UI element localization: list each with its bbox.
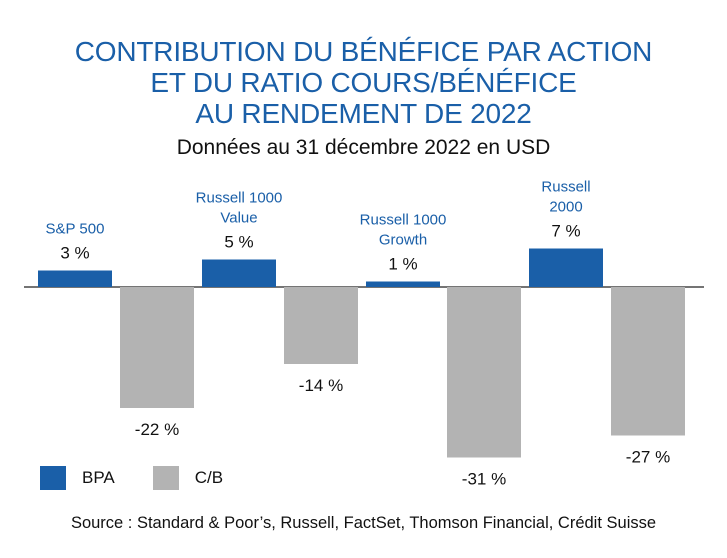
- source-note: Source : Standard & Poor’s, Russell, Fac…: [70, 514, 657, 532]
- data-label-bpa-3: 1 %: [388, 255, 417, 274]
- legend-swatch-bpa: [40, 466, 66, 490]
- category-label-3-line-1: Russell 1000: [360, 212, 447, 229]
- chart-title: CONTRIBUTION DU BÉNÉFICE PAR ACTION ET D…: [0, 36, 727, 129]
- category-label-4-line-1: Russell: [541, 179, 590, 196]
- bar-bpa-1: [38, 270, 112, 287]
- data-label-cb-2: -14 %: [299, 376, 343, 395]
- data-label-bpa-4: 7 %: [551, 222, 580, 241]
- bar-bpa-2: [202, 259, 276, 287]
- bar-bpa-3: [366, 281, 440, 287]
- legend-item-bpa: BPA: [40, 466, 115, 490]
- data-label-cb-1: -22 %: [135, 420, 179, 439]
- chart-subtitle: Données au 31 décembre 2022 en USD: [176, 136, 551, 159]
- legend: BPA C/B: [40, 466, 261, 490]
- bar-cb-3: [447, 287, 521, 458]
- legend-label-cb: C/B: [194, 468, 224, 487]
- title-line-2: ET DU RATIO COURS/BÉNÉFICE: [150, 67, 577, 98]
- data-label-bpa-2: 5 %: [224, 233, 253, 252]
- title-line-3: AU RENDEMENT DE 2022: [195, 98, 532, 129]
- category-label-1-line-1: S&P 500: [46, 221, 105, 238]
- legend-swatch-cb: [152, 466, 179, 490]
- category-label-4-line-2: 2000: [549, 199, 582, 216]
- bar-cb-1: [120, 287, 194, 408]
- title-line-1: CONTRIBUTION DU BÉNÉFICE PAR ACTION: [74, 36, 653, 67]
- legend-label-bpa: BPA: [82, 468, 115, 487]
- category-label-2-line-1: Russell 1000: [196, 190, 283, 207]
- bar-cb-4: [611, 287, 685, 436]
- data-label-cb-4: -27 %: [626, 448, 670, 467]
- legend-item-cb: C/B: [152, 466, 224, 490]
- category-label-2-line-2: Value: [220, 210, 257, 227]
- data-label-cb-3: -31 %: [462, 470, 506, 489]
- bar-cb-2: [284, 287, 358, 364]
- category-label-3-line-2: Growth: [379, 232, 427, 249]
- bar-bpa-4: [529, 248, 603, 287]
- data-label-bpa-1: 3 %: [60, 244, 89, 263]
